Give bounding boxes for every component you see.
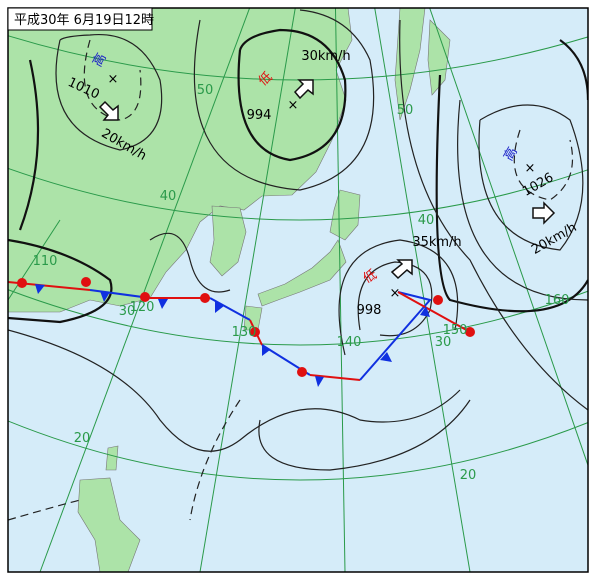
svg-text:×: × xyxy=(288,98,299,113)
longitude-label: 160 xyxy=(545,293,570,308)
svg-text:×: × xyxy=(525,161,536,176)
latitude-label: 20 xyxy=(74,431,91,446)
latitude-label: 50 xyxy=(397,103,414,118)
title: 平成30年 6月19日12時 xyxy=(14,13,154,28)
system-kind: 低 xyxy=(361,267,380,286)
longitude-label: 140 xyxy=(337,335,362,350)
pressure-label: 994 xyxy=(247,108,272,123)
graticule xyxy=(8,8,588,572)
map-body: ×××× 高101020km/h低99430km/h高102620km/h低99… xyxy=(8,8,588,572)
longitude-label: 120 xyxy=(130,300,155,315)
centers: × × × × xyxy=(108,72,536,301)
motion-label: 35km/h xyxy=(412,235,461,250)
latitude-label: 50 xyxy=(197,83,214,98)
longitude-label: 130 xyxy=(232,325,257,340)
frame xyxy=(7,7,589,573)
svg-text:×: × xyxy=(108,72,119,87)
fronts xyxy=(8,277,475,387)
latitude-label: 30 xyxy=(435,335,452,350)
isobars xyxy=(8,9,588,521)
latitude-label: 20 xyxy=(460,468,477,483)
latitude-label: 40 xyxy=(418,213,435,228)
motion-label: 30km/h xyxy=(301,49,350,64)
motion-arrows xyxy=(98,79,556,280)
longitude-label: 110 xyxy=(33,254,58,269)
longitude-label: 150 xyxy=(443,323,468,338)
latitude-label: 30 xyxy=(119,304,136,319)
land xyxy=(8,8,451,572)
latitude-label: 40 xyxy=(160,189,177,204)
title-box xyxy=(7,7,153,31)
pressure-label: 998 xyxy=(357,303,382,318)
svg-text:×: × xyxy=(390,286,401,301)
